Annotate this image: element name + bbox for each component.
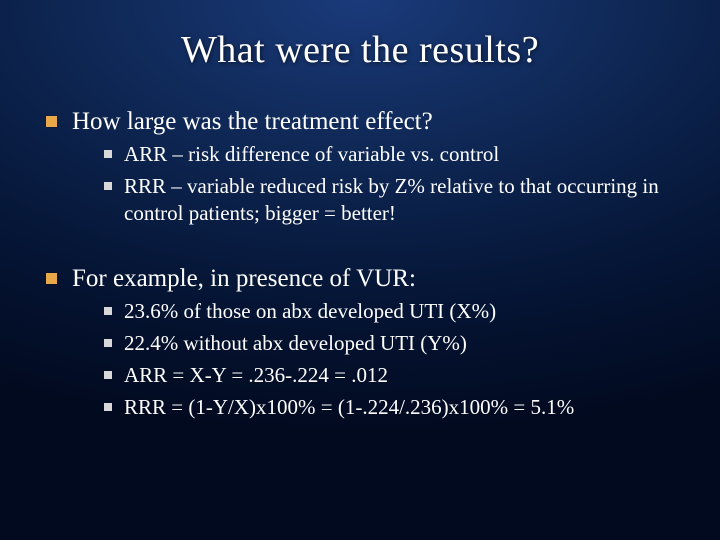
bullet-l2: 23.6% of those on abx developed UTI (X%) [72, 298, 676, 325]
bullet-l2-text: 23.6% of those on abx developed UTI (X%) [124, 299, 496, 323]
bullet-l2-text: ARR – risk difference of variable vs. co… [124, 142, 499, 166]
bullet-l2: ARR – risk difference of variable vs. co… [72, 141, 676, 168]
bullet-l2-text: RRR – variable reduced risk by Z% relati… [124, 174, 659, 225]
slide-container: What were the results? How large was the… [0, 0, 720, 540]
bullet-l2: RRR = (1-Y/X)x100% = (1-.224/.236)x100% … [72, 394, 676, 421]
bullet-list-level2: ARR – risk difference of variable vs. co… [72, 141, 676, 227]
bullet-list-level2: 23.6% of those on abx developed UTI (X%)… [72, 298, 676, 421]
bullet-list-level1: For example, in presence of VUR: 23.6% o… [44, 263, 676, 421]
spacer [44, 245, 676, 263]
bullet-l2-text: 22.4% without abx developed UTI (Y%) [124, 331, 467, 355]
bullet-l1-text: For example, in presence of VUR: [72, 265, 416, 292]
bullet-l2-text: ARR = X-Y = .236-.224 = .012 [124, 363, 388, 387]
bullet-l1-text: How large was the treatment effect? [72, 108, 433, 135]
bullet-l2: RRR – variable reduced risk by Z% relati… [72, 173, 676, 227]
slide-title: What were the results? [44, 28, 676, 72]
bullet-l2-text: RRR = (1-Y/X)x100% = (1-.224/.236)x100% … [124, 395, 574, 419]
bullet-l2: ARR = X-Y = .236-.224 = .012 [72, 362, 676, 389]
bullet-list-level1: How large was the treatment effect? ARR … [44, 106, 676, 227]
bullet-l1: For example, in presence of VUR: 23.6% o… [44, 263, 676, 421]
bullet-l2: 22.4% without abx developed UTI (Y%) [72, 330, 676, 357]
bullet-l1: How large was the treatment effect? ARR … [44, 106, 676, 227]
